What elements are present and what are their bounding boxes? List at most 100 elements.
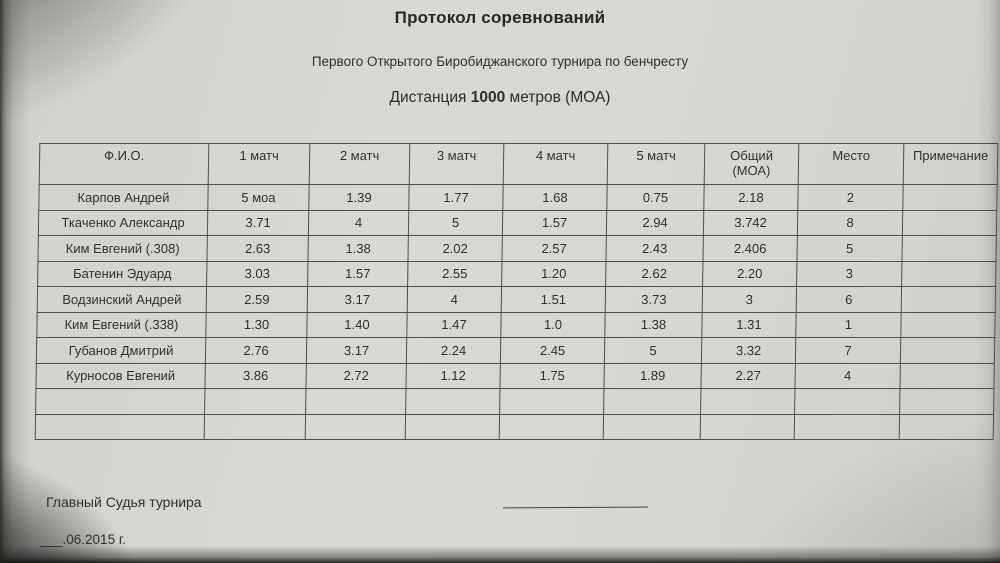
table-row: Губанов Дмитрий 2.76 3.17 2.24 2.45 5 3.32 7 xyxy=(36,337,995,363)
table-cell xyxy=(901,286,996,312)
table-cell xyxy=(305,388,406,414)
table-cell: 2.43 xyxy=(605,235,704,261)
table-row: Ткаченко Александр 3.71 4 5 1.57 2.94 3.742 8 xyxy=(38,210,997,236)
column-header: Ф.И.О. xyxy=(39,143,209,185)
table-cell: 8 xyxy=(797,210,903,236)
column-header: 2 матч xyxy=(309,143,410,185)
table-cell: 4 xyxy=(407,286,502,312)
page-title: Протокол соревнований xyxy=(394,8,606,27)
table-cell: Водзинский Андрей xyxy=(37,286,207,312)
table-cell: Батенин Эдуард xyxy=(37,261,207,287)
table-cell xyxy=(899,388,994,414)
table-cell: 1.57 xyxy=(502,210,607,236)
table-cell xyxy=(901,261,996,287)
distance-value: 1000 xyxy=(470,89,506,106)
column-header: Примечание xyxy=(903,143,998,185)
table-cell xyxy=(603,388,701,414)
table-row xyxy=(35,388,994,414)
table-cell: 2 xyxy=(797,184,904,210)
table-cell: 1.51 xyxy=(501,286,606,312)
table-cell xyxy=(499,414,604,440)
table-cell xyxy=(902,184,998,210)
table-cell: 3.17 xyxy=(307,286,408,312)
table-cell xyxy=(35,414,205,440)
column-header: 4 матч xyxy=(503,143,608,185)
table-cell: 5 xyxy=(408,210,503,236)
table-cell: 3.17 xyxy=(306,337,407,363)
table-cell xyxy=(902,210,997,236)
table-cell: 5 xyxy=(796,235,903,261)
table-cell xyxy=(499,388,604,414)
table-cell: 1.38 xyxy=(604,312,703,338)
table-cell xyxy=(405,414,500,440)
page-subtitle: Первого Открытого Биробиджанского турнир… xyxy=(311,54,689,69)
table-cell: 3.03 xyxy=(206,261,308,287)
table-cell: 2.55 xyxy=(407,261,502,287)
table-cell: 2.18 xyxy=(703,184,799,210)
table-cell: Ким Евгений (.308) xyxy=(37,235,208,261)
table-cell xyxy=(305,414,406,440)
table-cell: 2.24 xyxy=(406,337,501,363)
table-cell: 4 xyxy=(794,363,901,389)
table-cell: 1 xyxy=(795,312,902,338)
table-cell: 1.12 xyxy=(405,363,501,389)
distance-suffix: метров (МОА) xyxy=(505,89,611,106)
table-cell: 2.59 xyxy=(206,286,308,312)
table-cell: 1.47 xyxy=(406,312,502,338)
table-cell xyxy=(603,414,701,440)
table-cell xyxy=(204,414,306,440)
table-row: Курносов Евгений 3.86 2.72 1.12 1.75 1.89 2.27… xyxy=(35,363,995,389)
table-cell: 3 xyxy=(796,261,902,287)
table-cell xyxy=(901,235,997,261)
results-table-wrapper: Ф.И.О. 1 матч 2 матч 3 матч 4 матч 5 матч Общи… xyxy=(35,143,999,440)
table-cell: 5 xyxy=(604,337,702,363)
table-cell: 1.39 xyxy=(308,184,410,210)
table-cell: 2.406 xyxy=(702,235,798,261)
table-cell: 2.62 xyxy=(605,261,703,287)
table-body: Карпов Андрей 5 моа 1.39 1.77 1.68 0.75 2.18 2 … xyxy=(35,184,998,440)
table-cell: 3.86 xyxy=(204,363,307,389)
table-cell: 3.32 xyxy=(701,337,796,363)
table-cell: 2.27 xyxy=(700,363,796,389)
results-table: Ф.И.О. 1 матч 2 матч 3 матч 4 матч 5 матч Общи… xyxy=(35,143,999,440)
column-header: 3 матч xyxy=(409,143,504,185)
column-header: 5 матч xyxy=(607,143,705,185)
table-row: Ким Евгений (.338) 1.30 1.40 1.47 1.0 1.38 1.3… xyxy=(36,312,996,338)
table-cell: 1.31 xyxy=(701,312,797,338)
table-cell: 5 моа xyxy=(207,184,310,210)
judge-label: Главный Судья турнира xyxy=(46,494,202,510)
table-cell: 0.75 xyxy=(606,184,705,210)
table-cell: 1.57 xyxy=(307,261,408,287)
distance-line: Дистанция 1000 метров (МОА) xyxy=(0,89,1000,107)
date-line: ___.06.2015 г. xyxy=(40,532,126,547)
table-cell xyxy=(794,414,900,440)
table-cell xyxy=(899,414,994,440)
table-cell: 1.30 xyxy=(205,312,308,338)
table-cell: 2.94 xyxy=(606,210,704,236)
table-cell xyxy=(900,337,995,363)
table-cell: 1.38 xyxy=(307,235,409,261)
table-cell: 6 xyxy=(796,286,902,312)
table-cell: 1.40 xyxy=(306,312,408,338)
table-cell: 2.76 xyxy=(205,337,307,363)
table-row: Батенин Эдуард 3.03 1.57 2.55 1.20 2.62 2.20 3 xyxy=(37,261,996,287)
table-cell: 1.77 xyxy=(408,184,504,210)
table-cell: 3.742 xyxy=(703,210,798,236)
table-cell xyxy=(900,312,996,338)
table-cell: Губанов Дмитрий xyxy=(36,337,206,363)
table-row: Ким Евгений (.308) 2.63 1.38 2.02 2.57 2.43 2.… xyxy=(37,235,997,261)
column-header: 1 матч xyxy=(208,143,310,185)
table-cell xyxy=(899,363,995,389)
distance-prefix: Дистанция xyxy=(389,89,471,106)
column-header: Общий (МОА) xyxy=(704,143,799,185)
table-cell: 1.0 xyxy=(500,312,606,338)
table-row: Карпов Андрей 5 моа 1.39 1.77 1.68 0.75 2.18 2 xyxy=(38,184,998,210)
table-cell: 2.02 xyxy=(407,235,503,261)
table-row xyxy=(35,414,994,440)
table-cell: 1.75 xyxy=(499,363,605,389)
table-cell: Карпов Андрей xyxy=(38,184,209,210)
table-cell xyxy=(700,414,795,440)
table-cell xyxy=(405,388,500,414)
table-cell: 1.68 xyxy=(502,184,608,210)
